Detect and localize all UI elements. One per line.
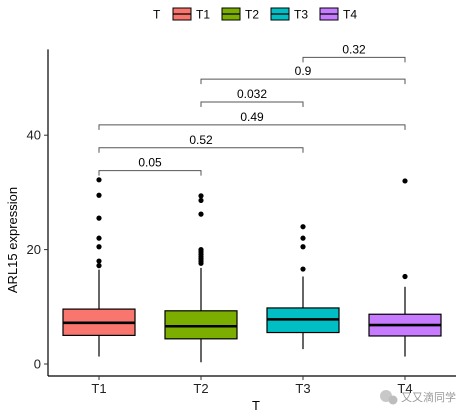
p-value-label: 0.32 <box>342 42 366 56</box>
box-T4 <box>368 178 442 357</box>
outlier-point <box>96 177 102 183</box>
outlier-point <box>96 263 102 269</box>
outlier-point <box>198 197 204 204</box>
y-axis-title: ARL15 expression <box>5 187 20 293</box>
legend-title: T <box>153 8 161 22</box>
outlier-point <box>96 215 102 221</box>
outlier-point <box>96 192 102 198</box>
outlier-point <box>402 178 408 184</box>
comparison-T1-T3: 0.52 <box>98 133 304 153</box>
outlier-point <box>300 224 306 230</box>
x-tick-label: T1 <box>91 381 106 396</box>
box-T2 <box>164 193 238 363</box>
outlier-point <box>300 244 306 250</box>
comparison-T3-T4: 0.32 <box>302 42 406 63</box>
comparison-brackets: 0.05 0.52 0.49 0.032 0.9 0.32 <box>98 42 406 176</box>
axes: 0 20 40 T1 T2 T3 T4 <box>27 49 456 396</box>
box-iqr <box>164 310 238 340</box>
outlier-point <box>96 244 102 250</box>
y-tick-label: 0 <box>34 357 41 372</box>
bracket-line <box>200 78 406 85</box>
p-value-label: 0.9 <box>295 64 312 78</box>
outlier-point <box>96 235 102 241</box>
p-value-label: 0.05 <box>138 156 162 170</box>
bracket-line <box>98 124 406 130</box>
legend-label: T1 <box>196 8 210 22</box>
x-tick-label: T2 <box>193 381 208 396</box>
legend-item-T3: T3 <box>270 7 308 22</box>
watermark: 又又滴同学 <box>380 390 456 405</box>
legend: T T1 T2 T3 T4 <box>153 7 357 22</box>
p-value-label: 0.49 <box>240 110 264 124</box>
comparison-T2-T4: 0.9 <box>200 64 406 85</box>
bracket-line <box>98 170 202 176</box>
bracket-line <box>302 56 406 63</box>
y-tick-label: 40 <box>27 128 41 143</box>
legend-label: T2 <box>245 8 259 22</box>
box-T1 <box>62 177 136 357</box>
comparison-T1-T2: 0.05 <box>98 156 202 176</box>
wechat-logo-icon-small <box>388 395 398 405</box>
x-axis-title: T <box>252 398 260 413</box>
outlier-point <box>96 258 102 264</box>
watermark-text: 又又滴同学 <box>401 390 456 404</box>
p-value-label: 0.032 <box>237 87 267 101</box>
outlier-point <box>198 260 204 266</box>
legend-item-T1: T1 <box>172 7 210 22</box>
outlier-point <box>402 273 408 280</box>
box-series <box>62 177 442 363</box>
y-tick-label: 20 <box>27 242 41 257</box>
outlier-point <box>300 235 306 241</box>
legend-label: T3 <box>294 8 308 22</box>
outlier-point <box>198 193 204 199</box>
x-tick-label: T3 <box>295 381 310 396</box>
bracket-line <box>98 147 304 153</box>
legend-item-T4: T4 <box>319 7 357 22</box>
outlier-point <box>198 211 204 217</box>
legend-label: T4 <box>343 8 357 22</box>
legend-item-T2: T2 <box>221 7 259 22</box>
comparison-T2-T3: 0.032 <box>200 87 304 108</box>
comparison-T1-T4: 0.49 <box>98 110 406 130</box>
x-tick-label: T4 <box>397 381 412 396</box>
p-value-label: 0.52 <box>189 133 213 147</box>
outlier-point <box>300 266 306 272</box>
bracket-line <box>200 101 304 108</box>
box-T3 <box>266 224 340 350</box>
